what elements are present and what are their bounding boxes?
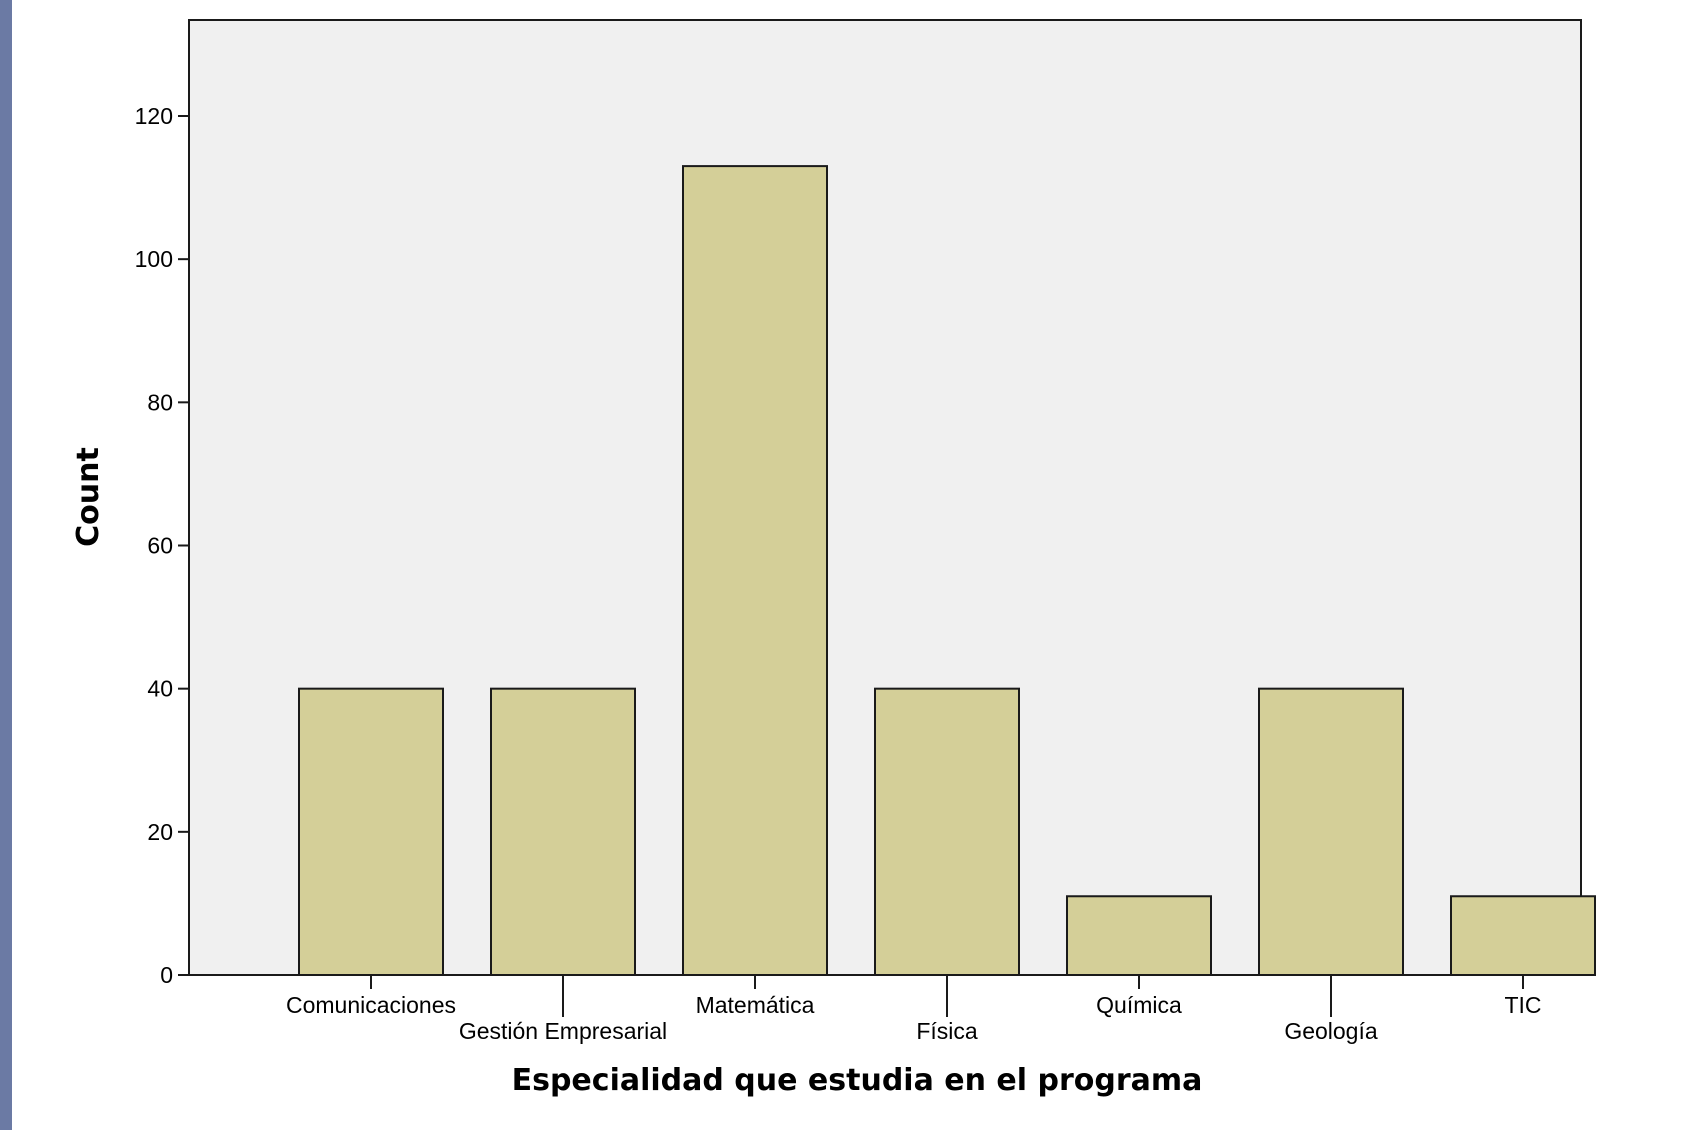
y-tick-label: 0 <box>160 962 173 988</box>
y-axis: 0 20 40 60 80 100 120 <box>135 103 189 988</box>
x-axis-title: Especialidad que estudia en el programa <box>512 1063 1203 1098</box>
bar-matemática <box>682 165 828 976</box>
x-tick-label: TIC <box>1504 992 1541 1018</box>
bar-tic <box>1450 895 1596 977</box>
y-tick-label: 100 <box>135 246 173 272</box>
y-tick-label: 60 <box>147 533 173 559</box>
y-tick-label: 80 <box>147 389 173 415</box>
bars-group <box>298 165 1596 977</box>
bar-gestión-empresarial <box>490 687 636 977</box>
y-tick-label: 20 <box>147 819 173 845</box>
chart-frame: 0 20 40 60 80 100 120 Comunicaciones Gestión Em… <box>12 0 1693 1130</box>
x-tick-label: Matemática <box>696 992 815 1018</box>
x-tick-label: Geología <box>1284 1018 1378 1044</box>
bar-comunicaciones <box>298 687 444 977</box>
y-tick-label: 40 <box>147 676 173 702</box>
x-tick-label: Gestión Empresarial <box>459 1018 667 1044</box>
x-tick-label: Química <box>1096 992 1182 1018</box>
y-axis-title: Count <box>71 447 106 547</box>
y-tick-label: 120 <box>135 103 173 129</box>
x-tick-label: Física <box>916 1018 978 1044</box>
x-tick-label: Comunicaciones <box>286 992 456 1018</box>
bar-física <box>874 687 1020 977</box>
bar-geología <box>1258 687 1404 977</box>
bar-química <box>1066 895 1212 977</box>
